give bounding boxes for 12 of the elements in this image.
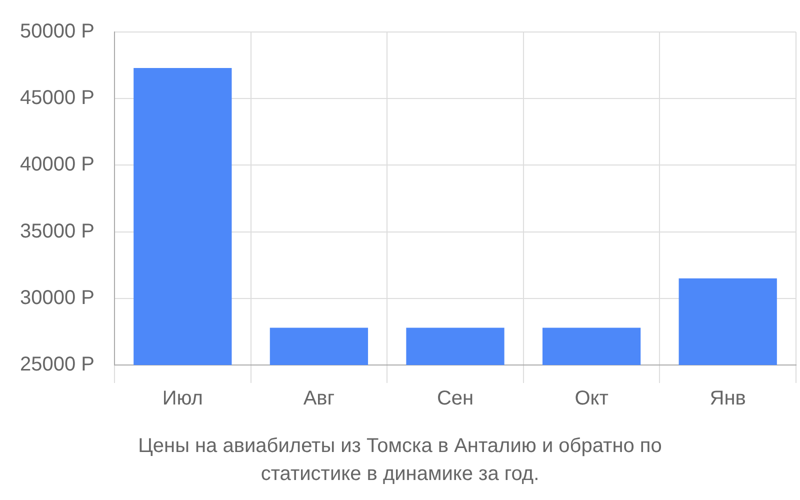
y-tick-label: 50000 Р: [20, 20, 95, 43]
y-tick-label: 35000 Р: [20, 220, 95, 242]
y-tick-label: 45000 Р: [20, 87, 95, 110]
x-tick-label: Янв: [710, 388, 746, 410]
x-tick-label: Сен: [436, 388, 474, 410]
y-tick-label: 30000 Р: [20, 286, 95, 309]
x-tick-label: Авг: [303, 388, 335, 410]
text: Цены на авиабилеты из Томска в Анталию и обратно по статистике в динамике за год.: [137, 434, 663, 487]
y-tick-label: 40000 Р: [20, 154, 95, 176]
y-tick-label: 25000 Р: [20, 354, 95, 376]
x-tick-label: Окт: [574, 388, 608, 410]
x-tick-label: Июл: [162, 388, 203, 410]
